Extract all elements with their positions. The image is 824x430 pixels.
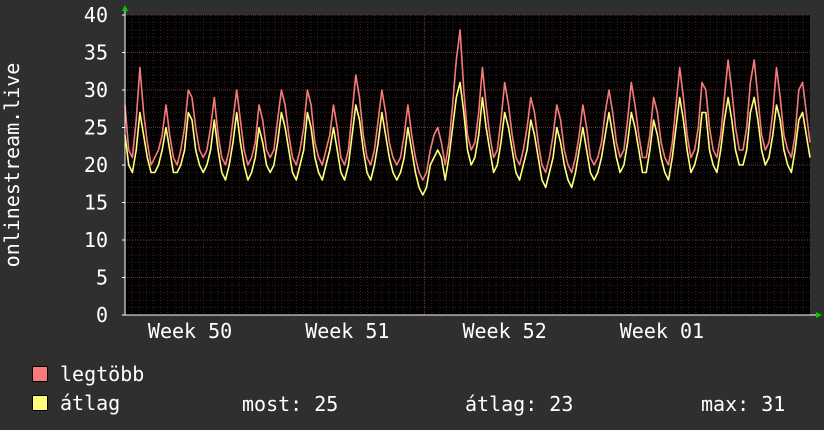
stat-average: átlag: 23: [465, 392, 574, 416]
y-axis-label: onlinestream.live: [0, 62, 24, 268]
line-chart: 0 5 10 15 20 25 30 35 40 Week 50 Week 51 Week 52 Wee…: [84, 3, 822, 343]
stat-max: max: 31: [701, 392, 786, 416]
series-line-atlag: [124, 81, 811, 196]
stat-now: most: 25: [242, 392, 339, 416]
y-tick-label: 0: [96, 303, 108, 327]
y-tick-label: 20: [84, 153, 108, 177]
legend-item-max: legtöbb: [32, 363, 144, 385]
y-tick-label: 15: [84, 191, 108, 215]
y-tick-label: 30: [84, 78, 108, 102]
x-tick-label: Week 50: [148, 319, 232, 343]
legend-swatch-max: [32, 366, 48, 382]
x-tick-label: Week 52: [462, 319, 546, 343]
y-axis-arrow: [122, 5, 128, 11]
y-tick-label: 35: [84, 41, 108, 65]
series-line-legtobb: [124, 29, 811, 181]
legend-label-max: legtöbb: [60, 362, 145, 386]
y-tick-label: 25: [84, 116, 108, 140]
x-axis-arrow: [816, 312, 822, 318]
x-tick-label: Week 51: [305, 319, 389, 343]
x-tick-label: Week 01: [620, 319, 704, 343]
legend-swatch-avg: [32, 395, 48, 411]
y-tick-label: 5: [96, 266, 108, 290]
y-tick-label: 10: [84, 228, 108, 252]
legend-item-avg: átlag: [32, 392, 120, 414]
y-tick-label: 40: [84, 3, 108, 27]
legend-label-avg: átlag: [60, 391, 121, 415]
